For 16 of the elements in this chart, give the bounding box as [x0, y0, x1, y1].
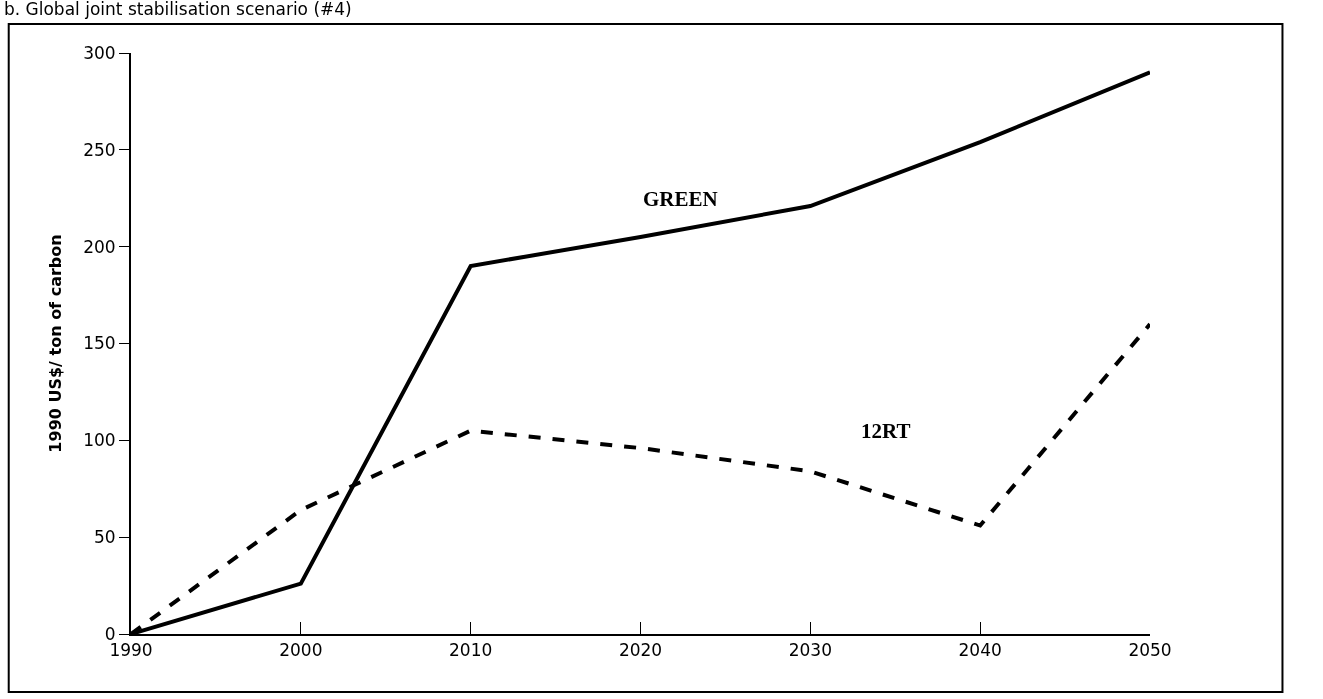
- x-tick-label: 2030: [788, 640, 832, 661]
- y-tick-label: 250: [83, 139, 116, 160]
- series-label: GREEN: [643, 187, 718, 211]
- x-tick-label: 2040: [958, 640, 1002, 661]
- x-tick-label: 2010: [449, 640, 493, 661]
- y-tick-label: 150: [83, 333, 116, 354]
- y-axis-title: 1990 US$/ ton of carbon: [45, 234, 65, 453]
- y-tick-label: 200: [83, 236, 116, 257]
- x-tick-label: 2050: [1128, 640, 1172, 661]
- y-tick-label: 100: [83, 430, 116, 451]
- y-tick-label: 300: [83, 42, 116, 63]
- y-tick-label: 50: [93, 527, 116, 548]
- chart-title: b. Global joint stabilisation scenario (#4): [3, 0, 352, 20]
- x-tick-label: 2020: [618, 640, 663, 661]
- text: 12RT: [861, 419, 911, 443]
- x-tick-label: 2000: [279, 640, 323, 661]
